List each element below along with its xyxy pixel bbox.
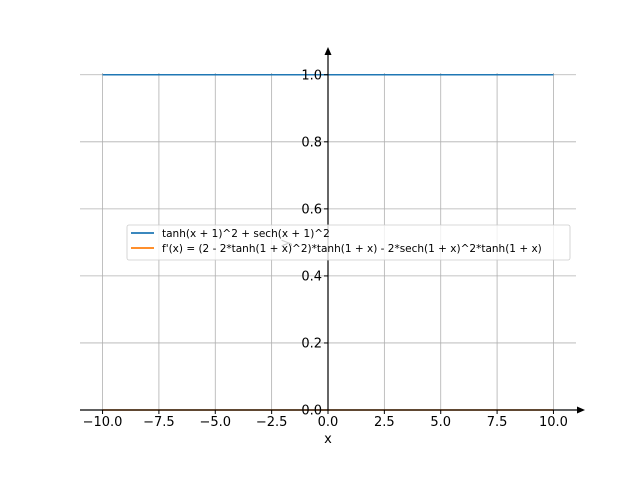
legend-entry-label: tanh(x + 1)^2 + sech(x + 1)^2 bbox=[162, 228, 330, 240]
y-tick-label: 0.2 bbox=[301, 336, 322, 351]
x-tick-label: −5.0 bbox=[199, 415, 231, 430]
y-tick-label: 0.0 bbox=[301, 404, 322, 419]
legend: tanh(x + 1)^2 + sech(x + 1)^2 f'(x) = (2 … bbox=[126, 224, 571, 261]
x-tick-label: 0.0 bbox=[318, 415, 339, 430]
legend-entry-label: f'(x) = (2 - 2*tanh(1 + x)^2)*tanh(1 + x… bbox=[162, 243, 542, 255]
x-axis-label: x bbox=[324, 432, 332, 447]
x-axis-arrow-icon bbox=[577, 406, 585, 414]
x-tick-label: 7.5 bbox=[487, 415, 508, 430]
y-tick-label: 1.0 bbox=[301, 68, 322, 83]
x-tick-label: −2.5 bbox=[256, 415, 288, 430]
y-tick-label: 0.4 bbox=[301, 269, 322, 284]
y-tick-label: 0.6 bbox=[301, 202, 322, 217]
x-tick-label: 2.5 bbox=[374, 415, 395, 430]
x-tick-label: −10.0 bbox=[83, 415, 123, 430]
y-tick-label: 0.8 bbox=[301, 135, 322, 150]
x-tick-label: 5.0 bbox=[430, 415, 451, 430]
ticks-layer: −10.0 −7.5 −5.0 −2.5 0.0 2.5 5.0 7.5 10.0 0.0 0.2 0… bbox=[83, 68, 568, 430]
legend-box bbox=[126, 224, 571, 261]
x-tick-label: −7.5 bbox=[143, 415, 175, 430]
y-axis-arrow-icon bbox=[324, 47, 332, 55]
x-tick-label: 10.0 bbox=[539, 415, 568, 430]
